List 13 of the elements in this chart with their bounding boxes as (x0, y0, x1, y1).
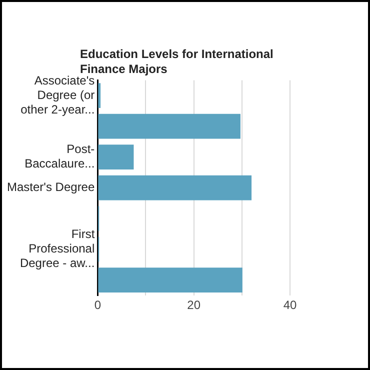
bar (98, 268, 242, 292)
y-tick-label: Master's Degree (7, 180, 95, 194)
bar (98, 144, 134, 170)
chart-title: Education Levels for International Finance Majors (80, 47, 274, 76)
bar (98, 114, 240, 139)
y-tick-label: First Professional Degree - aw... (20, 227, 96, 270)
x-tick-label: 0 (94, 298, 102, 312)
y-tick-label: Associate's Degree (or other 2-year... (20, 73, 95, 116)
bar (98, 175, 252, 200)
bar (98, 83, 101, 108)
y-tick-label: Post-Baccalaure... (24, 142, 95, 171)
x-tick-label: 20 (187, 298, 201, 312)
x-tick-label: 40 (283, 298, 297, 312)
